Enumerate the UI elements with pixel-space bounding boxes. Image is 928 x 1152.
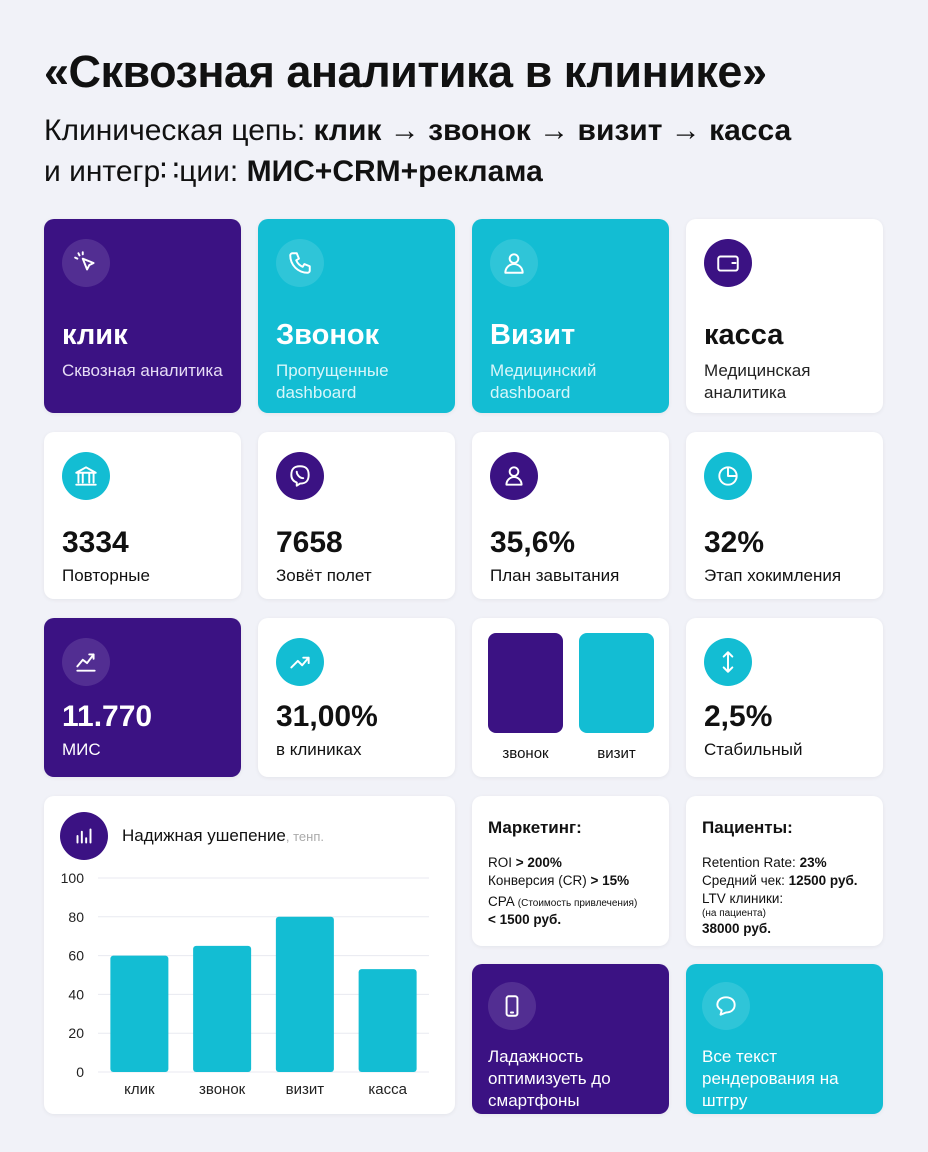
stage-title: Визит (490, 319, 576, 351)
mobile-label: Ладажность оптимизуеть до смартфоны (488, 1047, 611, 1110)
marketing-card: Маркетинг: ROI > 200% Конверсия (CR) > 1… (472, 796, 669, 946)
subtitle-line1: Клиническая цепь: клик → звонок → визит … (44, 114, 792, 147)
stage-card-cash: касса Медицинская аналитика (686, 219, 883, 413)
swatch-label: визит (597, 745, 636, 762)
retention-line: Retention Rate: 23% (702, 855, 827, 870)
stat-label: Повторные (62, 566, 150, 585)
stat-label: Этап хокимления (704, 566, 842, 585)
trend-up-icon (276, 638, 324, 686)
stage-label: Медицинская аналитика (704, 361, 811, 402)
phone-icon (276, 239, 324, 287)
render-card: Все текст рендерования на штгру (686, 964, 883, 1114)
swatch-card: звонок визит (472, 618, 669, 777)
swatch-cyan (579, 633, 654, 733)
y-tick-label: 100 (61, 870, 85, 886)
arrows-vertical-icon (704, 638, 752, 686)
ltv-value: 38000 руб. (702, 921, 771, 936)
stat-card-mis: 11.770 МИС (44, 618, 241, 777)
bar-звонок (193, 945, 252, 1072)
stat-value: 31,00% (276, 700, 378, 733)
patients-card: Пациенты: Retention Rate: 23% Средний че… (686, 796, 883, 946)
stage-label: Пропущенные dashboard (276, 361, 389, 402)
stage-label: Сквозная аналитика (62, 361, 223, 380)
cursor-click-icon (62, 239, 110, 287)
stat-value: 3334 (62, 526, 129, 559)
roi-line: ROI > 200% (488, 855, 562, 870)
stage-title: касса (704, 319, 784, 351)
ltv-label: LTV клиники: (702, 891, 784, 906)
y-tick-label: 40 (68, 986, 84, 1002)
x-tick-label: клик (124, 1081, 155, 1098)
ltv-note: (на пациента) (702, 908, 766, 919)
stage-card-visit: Визит Медицинский dashboard (472, 219, 669, 413)
smartphone-icon (488, 982, 536, 1030)
bar-chart: 0 20 40 60 80 100 клик звонок визит касса (61, 870, 429, 1098)
check-line: Средний чек: 12500 руб. (702, 873, 858, 888)
bar-chart-icon (60, 812, 108, 860)
wallet-icon (704, 239, 752, 287)
y-tick-label: 80 (68, 909, 84, 925)
cpa-value: < 1500 руб. (488, 912, 562, 927)
cr-line: Конверсия (CR) > 15% (488, 873, 630, 888)
stat-card: 35,6% План завытания (472, 432, 669, 599)
bar-визит (275, 916, 334, 1072)
y-tick-label: 20 (68, 1025, 84, 1041)
x-tick-label: звонок (199, 1081, 246, 1098)
marketing-title: Маркетинг: (488, 818, 582, 837)
stat-value: 11.770 (62, 700, 153, 733)
stat-label: МИС (62, 740, 101, 759)
patients-title: Пациенты: (702, 818, 793, 837)
page-title: «Сквозная аналитика в клинике» (44, 46, 767, 97)
bank-icon (62, 452, 110, 500)
chart-card: Надижная ушепение, тенп. 0 20 40 60 80 100 кли… (44, 796, 455, 1114)
trend-icon (62, 638, 110, 686)
stat-card: 32% Этап хокимления (686, 432, 883, 599)
x-tick-label: касса (368, 1081, 407, 1098)
stat-value: 2,5% (704, 700, 773, 733)
stat-label: План завытания (490, 566, 620, 585)
stat-card: 31,00% в клиниках (258, 618, 455, 777)
chart-title: Надижная ушепение, тенп. (122, 826, 324, 845)
stat-card: 7658 Зовёт полет (258, 432, 455, 599)
mobile-card: Ладажность оптимизуеть до смартфоны (472, 964, 669, 1114)
x-tick-label: визит (286, 1081, 325, 1098)
stat-card: 3334 Повторные (44, 432, 241, 599)
stage-title: клик (62, 319, 128, 351)
stat-label: в клиниках (276, 740, 362, 759)
stat-value: 7658 (276, 526, 343, 559)
stage-card-click: клик Сквозная аналитика (44, 219, 241, 413)
pie-chart-icon (704, 452, 752, 500)
stat-label: Зовёт полет (276, 566, 372, 585)
y-tick-label: 0 (76, 1064, 84, 1080)
render-label: Все текст рендерования на штгру (702, 1047, 839, 1110)
doctor-icon (490, 239, 538, 287)
stage-title: Звонок (276, 319, 380, 351)
stage-card-call: Звонок Пропущенные dashboard (258, 219, 455, 413)
viber-icon (276, 452, 324, 500)
stat-value: 35,6% (490, 526, 576, 559)
bar-клик (110, 955, 169, 1072)
chat-icon (702, 982, 750, 1030)
bar-касса (358, 969, 417, 1072)
stat-card: 2,5% Стабильный (686, 618, 883, 777)
y-tick-label: 60 (68, 948, 84, 964)
user-icon (490, 452, 538, 500)
swatch-label: звонок (502, 745, 549, 762)
swatch-purple (488, 633, 563, 733)
stage-label: Медицинский dashboard (490, 361, 597, 402)
subtitle-line2: и интегр∷ции: МИС+CRM+реклама (44, 155, 543, 188)
cpa-line: CPA (Стоимость привлечения) (488, 894, 638, 909)
stat-value: 32% (704, 526, 765, 559)
stat-label: Стабильный (704, 740, 803, 759)
